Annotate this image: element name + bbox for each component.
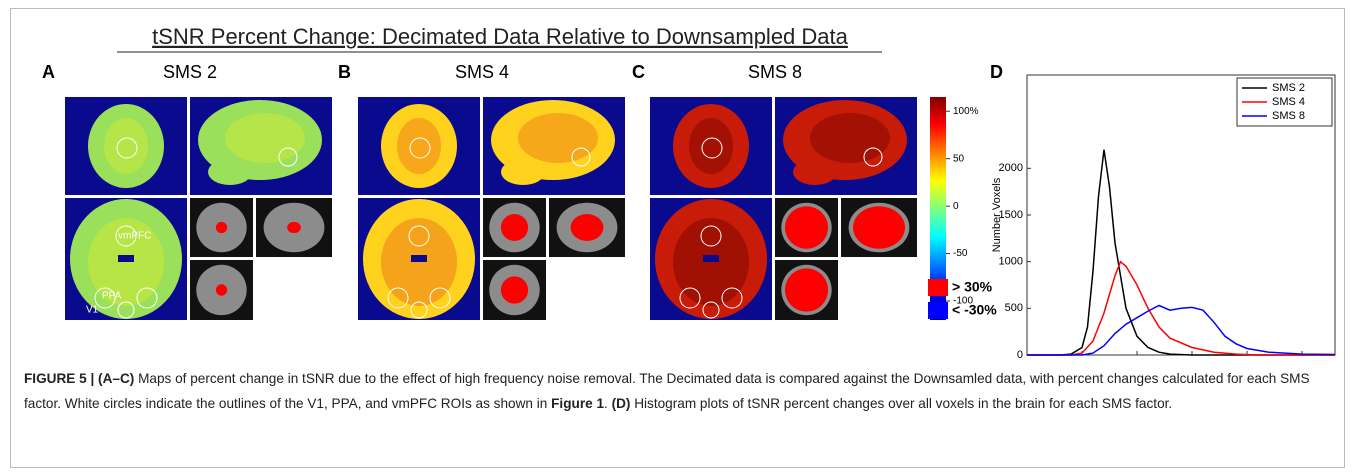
y-tick-label: 0 (1017, 349, 1023, 360)
caption-run: FIGURE 5 | (A–C) (24, 371, 134, 386)
legend-label: SMS 8 (1272, 110, 1305, 122)
ventricle (703, 255, 719, 262)
ventricle (118, 255, 134, 262)
colorbar-tick-label: 100% (953, 106, 979, 117)
legend-label: SMS 4 (1272, 96, 1305, 108)
panel-title: SMS 2 (163, 62, 217, 82)
coronal-core (104, 118, 148, 174)
y-tick-label: 1000 (999, 256, 1023, 268)
colorbar-tick-label: -50 (953, 248, 968, 259)
panel-title: SMS 8 (748, 62, 802, 82)
caption-run: Figure 1 (551, 396, 604, 411)
legend-label: SMS 2 (1272, 82, 1305, 94)
x-tick-label: 100 (1183, 359, 1201, 360)
suprathreshold-area (287, 222, 301, 233)
legend-swatch (928, 279, 948, 296)
suprathreshold-area (501, 214, 528, 241)
suprathreshold-area (853, 206, 905, 249)
colorbar-tick-label: 0 (953, 201, 959, 212)
histogram: -500501001502000500100015002000tSNR Perc… (991, 75, 1335, 360)
suprathreshold-area (785, 206, 828, 249)
caption-run: (D) (612, 396, 631, 411)
panel-title: SMS 4 (455, 62, 509, 82)
figure-title: tSNR Percent Change: Decimated Data Rela… (152, 24, 849, 49)
suprathreshold-area (501, 276, 528, 303)
suprathreshold-area (571, 214, 604, 241)
colorbar-tick-label: 50 (953, 153, 965, 164)
sagittal-core (518, 113, 598, 163)
suprathreshold-area (785, 268, 828, 311)
coronal-core (397, 118, 441, 174)
suprathreshold-area (216, 222, 227, 233)
sagittal-core (810, 113, 890, 163)
sagittal-core (225, 113, 305, 163)
colorbar-ticks: 100%500-50-100 (946, 106, 979, 307)
x-tick-label: 50 (1131, 359, 1143, 360)
ventricle (411, 255, 427, 262)
panel-letter: B (338, 62, 351, 82)
y-axis-label: Number Voxels (991, 177, 1003, 252)
legend-label: > 30% (952, 279, 993, 295)
caption-run: . (604, 396, 612, 411)
panel-letter: A (42, 62, 55, 82)
legend-label: < -30% (952, 302, 997, 318)
suprathreshold-area (216, 284, 227, 295)
cerebellum (793, 159, 837, 185)
roi-label: V1 (86, 305, 99, 316)
x-tick-label: 0 (1079, 359, 1085, 360)
cerebellum (208, 159, 252, 185)
figure: tSNR Percent Change: Decimated Data Rela… (0, 0, 1357, 475)
cerebellum (501, 159, 545, 185)
roi-label: vmPFC (118, 231, 151, 242)
y-tick-label: 500 (1005, 302, 1023, 314)
legend-swatch (928, 302, 948, 319)
panel-letter: C (632, 62, 645, 82)
figure-caption: FIGURE 5 | (A–C) Maps of percent change … (24, 366, 1324, 416)
caption-run: Histogram plots of tSNR percent changes … (630, 396, 1172, 411)
coronal-core (689, 118, 733, 174)
figure-graphics: tSNR Percent Change: Decimated Data Rela… (0, 0, 1357, 360)
y-tick-label: 2000 (999, 162, 1023, 174)
x-tick-label: 200 (1293, 359, 1311, 360)
x-tick-label: 150 (1238, 359, 1256, 360)
panel-letter: D (990, 62, 1003, 82)
roi-label: PPA (102, 291, 122, 302)
